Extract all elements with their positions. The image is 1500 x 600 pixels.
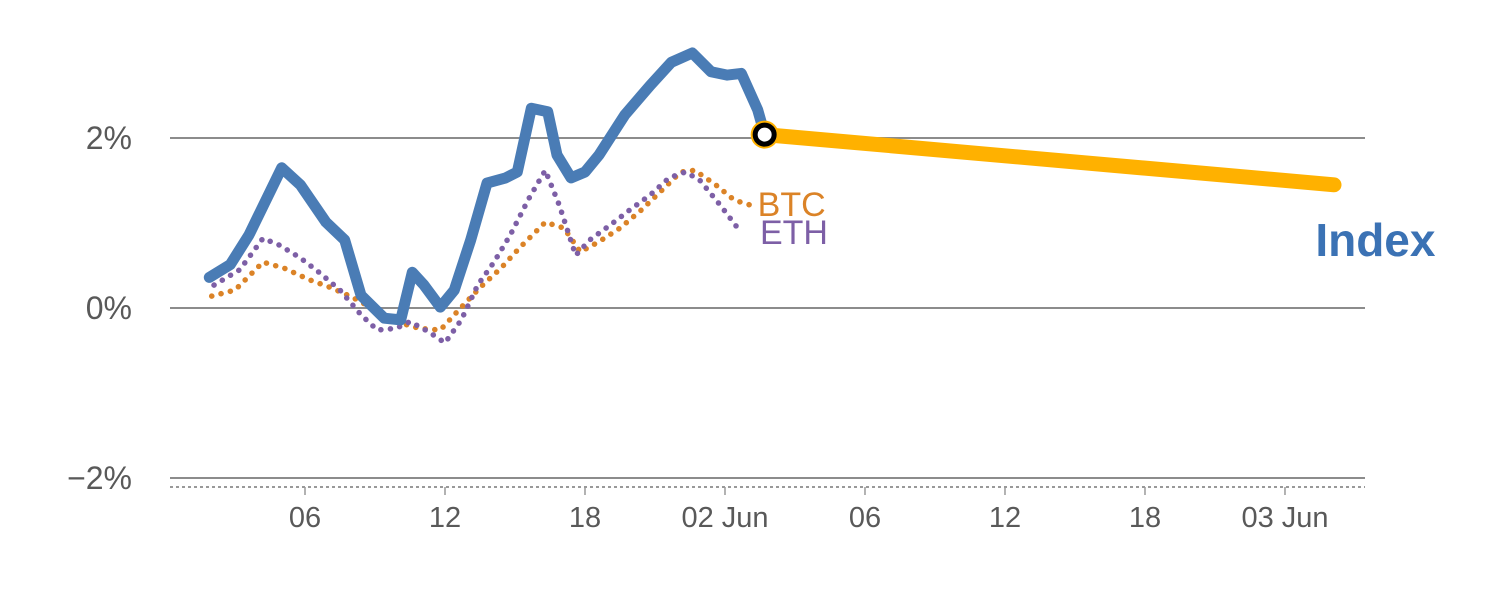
series-label-eth: ETH: [760, 214, 828, 252]
y-tick-label: 2%: [86, 120, 132, 156]
series-line-index-forecast: [757, 127, 1342, 193]
x-tick-label: 12: [429, 502, 461, 534]
series-line-btc: [208, 167, 754, 333]
x-tick-label: 18: [1129, 502, 1161, 534]
forecast-start-marker: [752, 122, 777, 147]
x-tick-label: 06: [289, 502, 321, 534]
x-tick-label: 06: [849, 502, 881, 534]
series-line-index: [203, 47, 771, 326]
x-tick-label: 03 Jun: [1241, 502, 1328, 534]
series-label-btc: BTC: [758, 186, 826, 224]
y-tick-label: −2%: [67, 460, 132, 496]
series-line-eth: [211, 167, 742, 346]
y-tick-label: 0%: [86, 290, 132, 326]
series-label-index: Index: [1315, 214, 1436, 266]
x-tick-label: 02 Jun: [681, 502, 768, 534]
x-tick-label: 12: [989, 502, 1021, 534]
x-tick-label: 18: [569, 502, 601, 534]
